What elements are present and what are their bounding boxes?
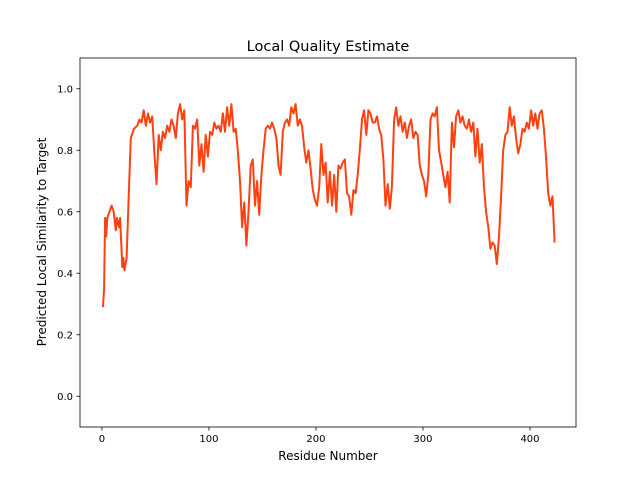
y-tick-label: 1.0: [57, 84, 73, 95]
x-tick-label: 0: [99, 434, 105, 445]
y-tick-label: 0.6: [57, 207, 73, 218]
x-tick-label: 200: [306, 434, 325, 445]
y-tick-label: 0.4: [57, 269, 73, 280]
series-line: [102, 103, 556, 308]
chart-title: Local Quality Estimate: [247, 39, 410, 55]
y-tick-label: 0.0: [57, 392, 73, 403]
plot-marks: [102, 103, 556, 308]
x-tick-label: 300: [413, 434, 432, 445]
axis-ticks: 0 100 200 300 400 0.0 0.2 0.4 0.6 0.8 1.0: [57, 84, 539, 445]
y-tick-label: 0.2: [57, 330, 73, 341]
plot-frame: [79, 57, 577, 428]
y-tick-label: 0.8: [57, 146, 73, 157]
y-axis-label: Predicted Local Similarity to Target: [35, 137, 49, 346]
x-tick-label: 100: [199, 434, 218, 445]
x-tick-label: 400: [520, 434, 539, 445]
x-axis-label: Residue Number: [278, 449, 377, 463]
